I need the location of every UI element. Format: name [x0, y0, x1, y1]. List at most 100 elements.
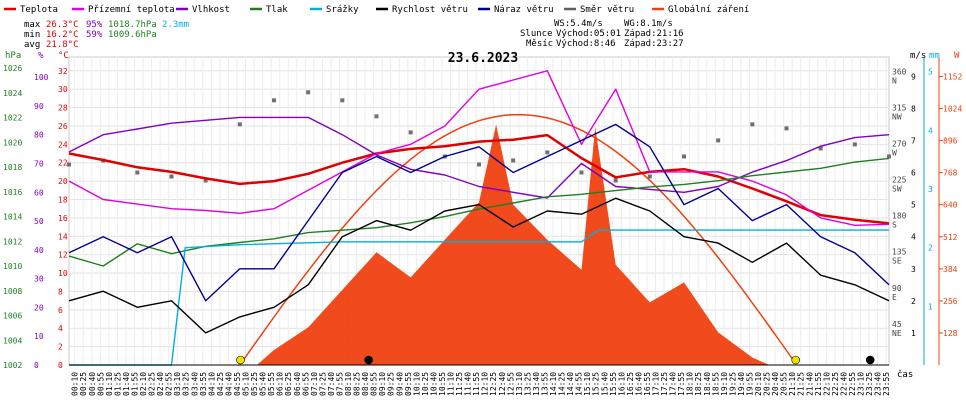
x-tick-label: 15:25 — [592, 372, 601, 396]
humidity-tick-label: 70 — [34, 160, 44, 169]
wind-direction-point — [682, 154, 686, 159]
x-tick-label: 08:10 — [344, 372, 353, 396]
stats-block: max 26.3°C 95% 1018.7hPa 2.3mm min 16.2°… — [24, 20, 189, 50]
x-tick-label: 04:55 — [233, 372, 242, 396]
sun-label: Slunce — [520, 29, 553, 39]
wind-direction-point — [67, 162, 71, 167]
temperature-tick-label: 6 — [58, 306, 63, 315]
temperature-tick-label: 4 — [58, 324, 63, 333]
direction-tick-label: W — [892, 148, 897, 157]
x-tick-label: 16:10 — [617, 372, 626, 396]
pressure-tick-label: 1004 — [3, 336, 22, 345]
pressure-tick-label: 1016 — [3, 188, 22, 197]
x-tick-label: 02:40 — [156, 372, 165, 396]
radiation-tick-label: 768 — [943, 169, 958, 178]
x-tick-label: 20:25 — [763, 372, 772, 396]
x-tick-label: 17:40 — [669, 372, 678, 396]
humidity-tick-label: 10 — [34, 332, 44, 341]
x-tick-label: 05:25 — [250, 372, 259, 396]
humidity-tick-label: 100 — [34, 73, 49, 82]
x-tick-label: 23:25 — [865, 372, 874, 396]
legend-item-label: Srážky — [326, 5, 359, 15]
unit-degc: °C — [58, 51, 69, 61]
wind-tick-label: 7 — [911, 136, 916, 145]
x-tick-label: 06:25 — [284, 372, 293, 396]
x-tick-label: 15:40 — [600, 372, 609, 396]
pressure-tick-label: 1002 — [3, 361, 22, 370]
x-tick-label: 22:10 — [822, 372, 831, 396]
x-tick-label: 02:25 — [148, 372, 157, 396]
x-tick-label: 06:55 — [301, 372, 310, 396]
x-tick-label: 23:55 — [882, 372, 891, 396]
x-tick-label: 07:25 — [318, 372, 327, 396]
x-tick-label: 13:25 — [523, 372, 532, 396]
wind-direction-point — [477, 162, 481, 167]
moonrise-marker — [364, 355, 373, 365]
direction-tick-value: 180 — [892, 212, 907, 221]
x-tick-label: 13:10 — [515, 372, 524, 396]
x-tick-label: 06:40 — [293, 372, 302, 396]
x-tick-label: 09:25 — [387, 372, 396, 396]
wind-direction-point — [579, 170, 584, 175]
pressure-tick-label: 1018 — [3, 163, 22, 172]
x-tick-label: 15:55 — [609, 372, 618, 396]
series-line-Vlhkost — [68, 116, 890, 199]
direction-tick-label: NW — [892, 112, 902, 121]
x-tick-label: 16:25 — [626, 372, 635, 396]
x-tick-label: 16:40 — [634, 372, 643, 396]
x-tick-label: 12:40 — [498, 372, 507, 396]
x-tick-labels: 00:10 00:25 00:40 00:55 01:10 01:25 01:40 01:55… — [71, 372, 891, 396]
x-tick-label: 13:55 — [540, 372, 549, 396]
x-tick-label: 10:25 — [421, 372, 430, 396]
x-tick-label: 12:55 — [506, 372, 515, 396]
humidity-tick-label: 20 — [34, 303, 44, 312]
stats-max-rain: 2.3mm — [162, 20, 189, 30]
wind-tick-label: 6 — [911, 169, 916, 178]
radiation-tick-label: 128 — [943, 329, 958, 338]
x-tick-label: 05:40 — [259, 372, 268, 396]
x-tick-label: 15:10 — [583, 372, 592, 396]
x-tick-label: 07:55 — [335, 372, 344, 396]
direction-tick-label: SE — [892, 257, 902, 266]
unit-cas: čas — [897, 369, 913, 380]
wind-ws: WS:5.4m/s — [554, 19, 603, 29]
x-tick-label: 03:40 — [190, 372, 199, 396]
humidity-tick-label: 40 — [34, 246, 44, 255]
x-tick-label: 09:10 — [378, 372, 387, 396]
x-tick-label: 23:40 — [874, 372, 883, 396]
temperature-tick-label: 18 — [58, 196, 68, 205]
wind-direction-point — [887, 154, 891, 159]
rain-tick-label: 4 — [928, 126, 933, 135]
wind-tick-label: 2 — [911, 297, 916, 306]
legend-item-label: Rychlost větru — [392, 5, 468, 15]
x-tick-label: 19:55 — [745, 372, 754, 396]
sun-set: Západ:21:16 — [624, 29, 684, 39]
legend-item-label: Náraz větru — [494, 5, 554, 15]
x-tick-label: 11:25 — [455, 372, 464, 396]
x-tick-label: 10:55 — [438, 372, 447, 396]
wind-direction-point — [374, 114, 379, 119]
humidity-tick-label: 0 — [34, 361, 39, 370]
temperature-tick-label: 24 — [58, 140, 68, 149]
wind-tick-label: 1 — [911, 329, 916, 338]
legend-item-label: Přízemní teplota — [88, 5, 175, 15]
pressure-tick-label: 1014 — [3, 213, 22, 222]
wind-direction-point — [511, 158, 516, 163]
wind-tick-label: 8 — [911, 104, 916, 113]
x-tick-label: 03:25 — [182, 372, 191, 396]
x-tick-label: 14:40 — [566, 372, 575, 396]
x-tick-label: 19:25 — [728, 372, 737, 396]
x-tick-label: 10:10 — [412, 372, 421, 396]
series-line-Náraz větru — [68, 123, 890, 302]
x-tick-label: 00:25 — [79, 372, 88, 396]
x-tick-label: 18:40 — [703, 372, 712, 396]
pressure-tick-label: 1006 — [3, 312, 22, 321]
unit-ms: m/s — [910, 51, 926, 61]
temperature-tick-label: 0 — [58, 361, 63, 370]
wind-tick-label: 3 — [911, 265, 916, 274]
humidity-tick-label: 50 — [34, 217, 44, 226]
legend-item-label: Teplota — [20, 5, 58, 15]
x-tick-label: 11:40 — [464, 372, 473, 396]
x-tick-label: 11:55 — [472, 372, 481, 396]
